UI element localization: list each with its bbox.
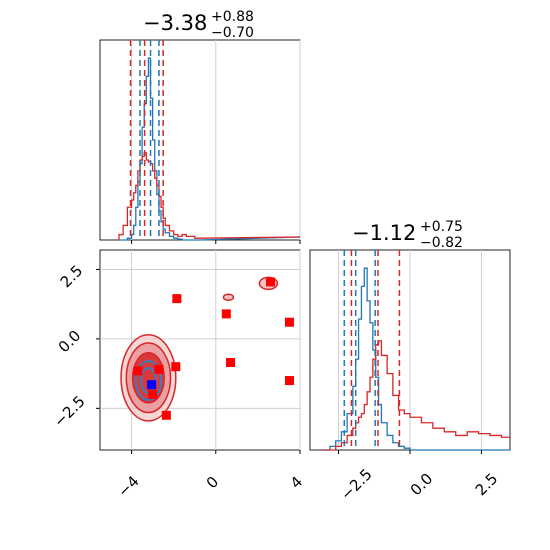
data-point-red [171, 362, 181, 372]
marginal-y-title: −1.12 [352, 221, 416, 245]
contour-red [222, 293, 235, 301]
data-point-red [284, 376, 294, 386]
x-axis-ticks-marginal-y: −2.5 0.0 2.5 [337, 465, 501, 503]
histogram-series [324, 340, 510, 451]
contour-blue [134, 360, 163, 401]
data-point-red [226, 358, 236, 367]
x-tick-label: 2.5 [472, 470, 502, 500]
histogram-series [118, 152, 301, 240]
marginal-y-title-sup: +0.75 [420, 219, 463, 235]
marginal-x-title-sup: +0.88 [211, 9, 254, 25]
x-tick-label: 0.0 [407, 470, 437, 500]
y-axis-ticks-joint: 2.5 0.0 −2.5 [50, 262, 88, 431]
data-point-blue [147, 380, 157, 390]
data-point-red [148, 389, 158, 399]
data-point-red [266, 277, 276, 287]
x-tick-label: 0 [203, 473, 222, 492]
x-axis-ticks-joint: −4 0 4 [114, 472, 306, 500]
data-point-red [172, 294, 182, 304]
marginal-x-title: −3.38 [143, 11, 207, 35]
y-tick-label: −2.5 [50, 392, 88, 430]
marginal-x-plot [118, 40, 301, 244]
data-point-red [221, 309, 231, 319]
histogram-series [118, 57, 301, 241]
marginal-x-panel: −3.38 +0.88 −0.70 [99, 9, 301, 244]
marginal-y-plot [324, 250, 510, 454]
histogram-series [324, 267, 510, 451]
marginal-y-title-sub: −0.82 [420, 235, 463, 251]
data-point-red [161, 410, 171, 420]
data-point-red [154, 364, 164, 374]
y-tick-label: 2.5 [57, 262, 87, 292]
marginal-y-panel: −1.12 +0.75 −0.82 [309, 219, 511, 454]
x-tick-label: −4 [114, 472, 142, 500]
data-point-red [284, 317, 294, 327]
x-tick-label: −2.5 [337, 465, 375, 503]
data-point-red [133, 366, 143, 376]
y-tick-label: 0.0 [55, 327, 85, 357]
marginal-x-title-sub: −0.70 [211, 25, 254, 41]
x-tick-label: 4 [287, 473, 306, 492]
joint-panel [96, 249, 301, 454]
joint-plot [96, 250, 301, 454]
